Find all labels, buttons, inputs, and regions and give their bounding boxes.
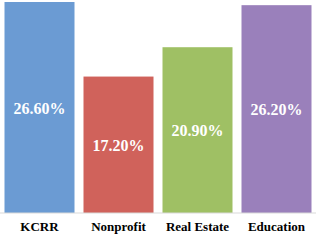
data-label: 17.20% [93,137,145,154]
bar [5,2,75,213]
baseline [0,213,316,214]
bar [84,77,154,213]
bar [163,47,233,213]
category-label: KCRR [20,219,59,234]
chart-container: 26.60% KCRR 17.20% Nonprofit 20.90% Real Esta… [0,0,316,241]
bar [242,5,312,213]
category-label: Nonprofit [91,219,146,234]
data-label: 26.60% [14,100,66,117]
bars [5,2,312,213]
labels: 26.60% KCRR 17.20% Nonprofit 20.90% Real Esta… [14,100,306,235]
category-label: Real Estate [166,219,229,234]
chart-svg: 26.60% KCRR 17.20% Nonprofit 20.90% Real Esta… [0,0,316,241]
category-label: Education [248,219,306,234]
data-label: 20.90% [172,122,224,139]
data-label: 26.20% [251,101,303,118]
